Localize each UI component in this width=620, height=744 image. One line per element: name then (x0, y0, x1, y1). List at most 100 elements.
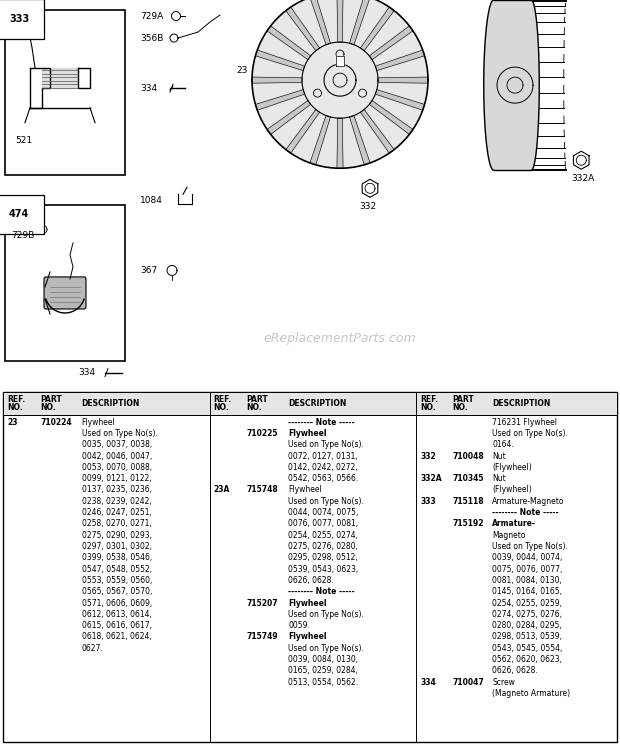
Text: 0053, 0070, 0088,: 0053, 0070, 0088, (82, 463, 152, 472)
Text: 474: 474 (9, 209, 29, 219)
Bar (5, 10, 125, 176)
Text: 0164.: 0164. (492, 440, 514, 449)
Polygon shape (350, 0, 370, 45)
Text: 0565, 0567, 0570,: 0565, 0567, 0570, (82, 587, 152, 596)
Text: Used on Type No(s).: Used on Type No(s). (288, 497, 364, 506)
Text: 0039, 0044, 0074,: 0039, 0044, 0074, (492, 554, 563, 562)
Text: -------- Note -----: -------- Note ----- (288, 587, 355, 596)
Polygon shape (484, 0, 539, 170)
Text: Used on Type No(s).: Used on Type No(s). (288, 610, 364, 619)
Text: 0142, 0242, 0272,: 0142, 0242, 0272, (288, 463, 358, 472)
Text: 0059.: 0059. (288, 621, 310, 630)
Text: 0626, 0628.: 0626, 0628. (492, 667, 538, 676)
Text: 0542, 0563, 0566.: 0542, 0563, 0566. (288, 474, 358, 483)
Text: 0543, 0545, 0554,: 0543, 0545, 0554, (492, 644, 563, 652)
Text: 0246, 0247, 0251,: 0246, 0247, 0251, (82, 508, 151, 517)
Text: REF.: REF. (7, 395, 25, 404)
Text: 715192: 715192 (452, 519, 484, 528)
Polygon shape (267, 26, 311, 60)
Text: REF.: REF. (420, 395, 438, 404)
Text: 0254, 0255, 0259,: 0254, 0255, 0259, (492, 599, 562, 608)
Text: (Magneto Armature): (Magneto Armature) (492, 689, 570, 698)
Text: 0145, 0164, 0165,: 0145, 0164, 0165, (492, 587, 562, 596)
Text: 0297, 0301, 0302,: 0297, 0301, 0302, (82, 542, 151, 551)
Text: 367: 367 (140, 266, 157, 275)
Text: 729A: 729A (140, 11, 163, 21)
Text: 0627.: 0627. (82, 644, 104, 652)
Text: Used on Type No(s).: Used on Type No(s). (492, 542, 568, 551)
Polygon shape (370, 26, 413, 60)
Text: 0513, 0554, 0562.: 0513, 0554, 0562. (288, 678, 358, 687)
Text: 0399, 0538, 0546,: 0399, 0538, 0546, (82, 554, 152, 562)
Polygon shape (286, 109, 319, 153)
Text: 0099, 0121, 0122,: 0099, 0121, 0122, (82, 474, 151, 483)
Polygon shape (378, 77, 428, 83)
Text: Flywheel: Flywheel (288, 632, 327, 641)
Text: 0075, 0076, 0077,: 0075, 0076, 0077, (492, 565, 563, 574)
Text: Flywheel: Flywheel (288, 599, 327, 608)
Polygon shape (255, 50, 304, 71)
Text: 0295, 0298, 0512,: 0295, 0298, 0512, (288, 554, 358, 562)
Text: Screw: Screw (492, 678, 515, 687)
Text: -------- Note -----: -------- Note ----- (288, 417, 355, 426)
Text: 0137, 0235, 0236,: 0137, 0235, 0236, (82, 486, 151, 495)
Polygon shape (375, 50, 425, 71)
Text: 0274, 0275, 0276,: 0274, 0275, 0276, (492, 610, 562, 619)
Text: Magneto: Magneto (492, 530, 526, 539)
Polygon shape (286, 7, 319, 51)
Bar (5, 205, 125, 361)
Text: 334: 334 (78, 368, 95, 377)
Text: Armature-: Armature- (492, 519, 536, 528)
Text: 332A: 332A (420, 474, 441, 483)
Text: 0618, 0621, 0624,: 0618, 0621, 0624, (82, 632, 151, 641)
Text: NO.: NO. (214, 403, 229, 412)
Polygon shape (337, 0, 343, 42)
Text: Used on Type No(s).: Used on Type No(s). (288, 440, 364, 449)
Text: Armature-Magneto: Armature-Magneto (492, 497, 565, 506)
Polygon shape (375, 90, 425, 110)
Text: 715749: 715749 (247, 632, 278, 641)
Text: 333: 333 (420, 497, 436, 506)
Text: Flywheel: Flywheel (288, 429, 327, 438)
Text: 23: 23 (7, 417, 18, 426)
Text: 715118: 715118 (452, 497, 484, 506)
Polygon shape (336, 56, 344, 66)
Text: 332: 332 (420, 452, 436, 461)
Text: 0044, 0074, 0075,: 0044, 0074, 0075, (288, 508, 358, 517)
Polygon shape (310, 0, 330, 45)
Text: REF.: REF. (214, 395, 232, 404)
Text: DESCRIPTION: DESCRIPTION (492, 399, 551, 408)
Text: Used on Type No(s).: Used on Type No(s). (492, 429, 568, 438)
Text: 1084: 1084 (140, 196, 163, 205)
Text: 0238, 0239, 0242,: 0238, 0239, 0242, (82, 497, 151, 506)
Text: 0165, 0259, 0284,: 0165, 0259, 0284, (288, 667, 358, 676)
Text: 0275, 0290, 0293,: 0275, 0290, 0293, (82, 530, 151, 539)
Polygon shape (255, 90, 304, 110)
Text: 710224: 710224 (40, 417, 72, 426)
Text: 332: 332 (360, 202, 376, 211)
Text: Nut: Nut (492, 452, 506, 461)
Text: PART: PART (40, 395, 62, 404)
Polygon shape (267, 100, 311, 135)
Polygon shape (370, 100, 413, 135)
Text: 332A: 332A (572, 174, 595, 183)
Text: Nut: Nut (492, 474, 506, 483)
Text: 0626, 0628.: 0626, 0628. (288, 576, 334, 585)
Text: 716231 Flywheel: 716231 Flywheel (492, 417, 557, 426)
Text: 0254, 0255, 0274,: 0254, 0255, 0274, (288, 530, 358, 539)
Polygon shape (252, 77, 302, 83)
Text: 23A: 23A (214, 486, 230, 495)
Text: -------- Note -----: -------- Note ----- (492, 508, 559, 517)
Text: 23: 23 (236, 65, 247, 74)
Circle shape (252, 0, 428, 168)
Text: 0547, 0548, 0552,: 0547, 0548, 0552, (82, 565, 152, 574)
Text: 710047: 710047 (452, 678, 484, 687)
Text: 0539, 0543, 0623,: 0539, 0543, 0623, (288, 565, 358, 574)
Text: 0298, 0513, 0539,: 0298, 0513, 0539, (492, 632, 562, 641)
Text: 0615, 0616, 0617,: 0615, 0616, 0617, (82, 621, 151, 630)
Text: 710225: 710225 (247, 429, 278, 438)
Text: NO.: NO. (420, 403, 436, 412)
Text: 715207: 715207 (247, 599, 278, 608)
Polygon shape (42, 68, 78, 88)
Text: 0081, 0084, 0130,: 0081, 0084, 0130, (492, 576, 562, 585)
